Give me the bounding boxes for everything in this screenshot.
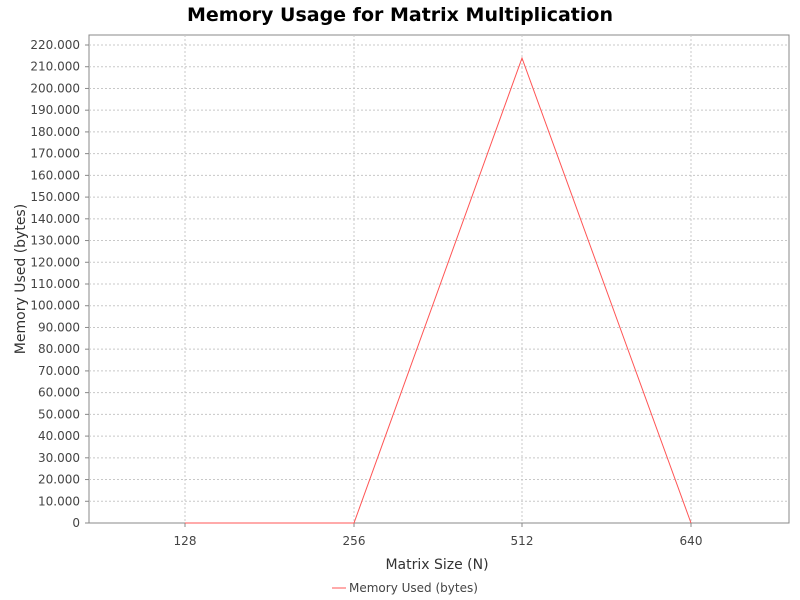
y-tick-label: 140.000 [30, 212, 80, 226]
y-tick-label: 180.000 [30, 125, 80, 139]
y-tick-label: 170.000 [30, 147, 80, 161]
y-tick-label: 130.000 [30, 234, 80, 248]
y-tick-label: 220.000 [30, 38, 80, 52]
x-axis-ticks: 128 256 512 640 [174, 523, 703, 548]
x-tick-label: 256 [343, 534, 366, 548]
x-axis-label: Matrix Size (N) [385, 557, 488, 573]
y-tick-label: 80.000 [38, 342, 80, 356]
y-tick-label: 40.000 [38, 429, 80, 443]
chart-title: Memory Usage for Matrix Multiplication [187, 4, 613, 26]
y-tick-label: 210.000 [30, 60, 80, 74]
y-tick-label: 100.000 [30, 299, 80, 313]
y-tick-label: 200.000 [30, 81, 80, 95]
y-tick-label: 30.000 [38, 451, 80, 465]
y-tick-label: 20.000 [38, 473, 80, 487]
y-tick-label: 160.000 [30, 168, 80, 182]
x-tick-label: 640 [680, 534, 703, 548]
y-tick-label: 0 [72, 516, 80, 530]
y-axis-ticks: 0 10.000 20.000 30.000 40.000 50.000 60.000 70.… [30, 38, 89, 530]
y-tick-label: 120.000 [30, 255, 80, 269]
y-tick-label: 150.000 [30, 190, 80, 204]
y-axis-label: Memory Used (bytes) [13, 204, 29, 354]
x-tick-label: 512 [511, 534, 534, 548]
x-tick-label: 128 [174, 534, 197, 548]
y-tick-label: 70.000 [38, 364, 80, 378]
plot-area [88, 34, 790, 524]
y-tick-label: 60.000 [38, 386, 80, 400]
legend-label: Memory Used (bytes) [349, 581, 478, 595]
y-tick-label: 90.000 [38, 320, 80, 334]
y-tick-label: 50.000 [38, 407, 80, 421]
legend: Memory Used (bytes) [332, 581, 478, 595]
series-layer [185, 56, 692, 524]
y-tick-label: 190.000 [30, 103, 80, 117]
y-tick-label: 110.000 [30, 277, 80, 291]
y-tick-label: 10.000 [38, 494, 80, 508]
series-line [185, 56, 692, 524]
